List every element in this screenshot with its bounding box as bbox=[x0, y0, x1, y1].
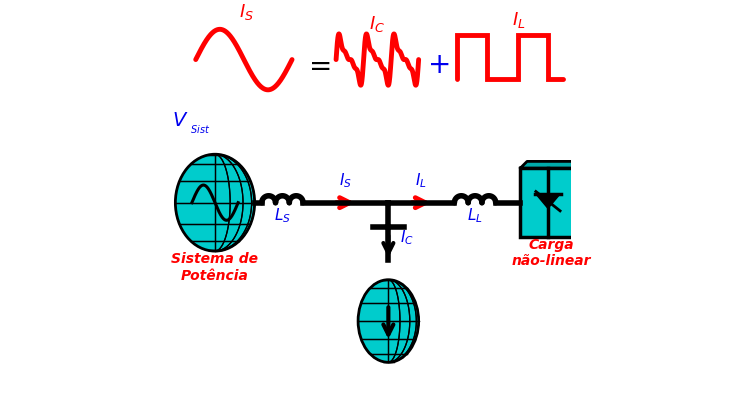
Text: $V$: $V$ bbox=[172, 110, 188, 129]
Polygon shape bbox=[536, 194, 560, 208]
Text: $=$: $=$ bbox=[303, 51, 330, 79]
Text: $L_L$: $L_L$ bbox=[467, 206, 483, 225]
Text: $I_C$: $I_C$ bbox=[400, 228, 414, 247]
Text: $L_S$: $L_S$ bbox=[274, 206, 291, 225]
Text: $I_S$: $I_S$ bbox=[339, 171, 352, 190]
FancyBboxPatch shape bbox=[520, 168, 576, 237]
Text: $I_S$: $I_S$ bbox=[239, 2, 254, 22]
Ellipse shape bbox=[175, 154, 255, 251]
Text: $+$: $+$ bbox=[427, 51, 449, 79]
Text: Potência: Potência bbox=[181, 269, 249, 283]
Text: Carga: Carga bbox=[528, 238, 574, 252]
Polygon shape bbox=[576, 162, 582, 237]
Text: $I_L$: $I_L$ bbox=[416, 171, 428, 190]
Text: $_{Sist}$: $_{Sist}$ bbox=[190, 122, 210, 136]
Ellipse shape bbox=[358, 280, 419, 362]
Text: Sistema de: Sistema de bbox=[171, 252, 258, 266]
Polygon shape bbox=[520, 162, 582, 168]
Text: $I_C$: $I_C$ bbox=[369, 14, 386, 34]
Text: $I_L$: $I_L$ bbox=[512, 10, 526, 30]
Text: não-linear: não-linear bbox=[512, 254, 591, 268]
